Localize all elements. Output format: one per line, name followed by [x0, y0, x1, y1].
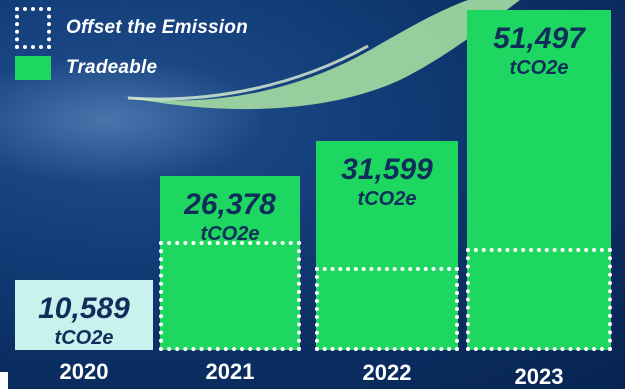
unit-label-2021: tCO2e — [200, 222, 260, 245]
offset-portion-2022 — [315, 267, 459, 351]
legend-label-offset: Offset the Emission — [66, 17, 248, 38]
year-label-2022: 2022 — [362, 360, 412, 385]
bar-2021 — [160, 175, 300, 350]
legend-label-tradeable: Tradeable — [66, 57, 158, 78]
bar-2022 — [316, 141, 458, 350]
year-label-2023: 2023 — [514, 364, 564, 389]
decorative-arrow-swoosh — [120, 0, 520, 110]
value-label-2023: 51,497 — [493, 21, 585, 55]
left-edge-strip — [0, 372, 8, 389]
legend-swatch-offset — [15, 7, 51, 49]
offset-portion-2021 — [159, 240, 301, 351]
unit-label-2020: tCO2e — [54, 327, 114, 349]
value-label-2020: 10,589 — [38, 292, 130, 325]
offset-portion-2023 — [466, 247, 612, 351]
value-label-2021: 26,378 — [184, 187, 276, 221]
background-glow — [0, 60, 260, 180]
unit-label-2023: tCO2e — [509, 56, 569, 79]
legend-swatch-tradeable — [15, 56, 51, 80]
value-label-2022: 31,599 — [341, 153, 433, 187]
bar-2020 — [15, 280, 153, 350]
year-label-2021: 2021 — [205, 359, 255, 384]
year-label-2020: 2020 — [59, 359, 109, 384]
bar-2023 — [467, 9, 611, 350]
unit-label-2022: tCO2e — [357, 188, 417, 211]
